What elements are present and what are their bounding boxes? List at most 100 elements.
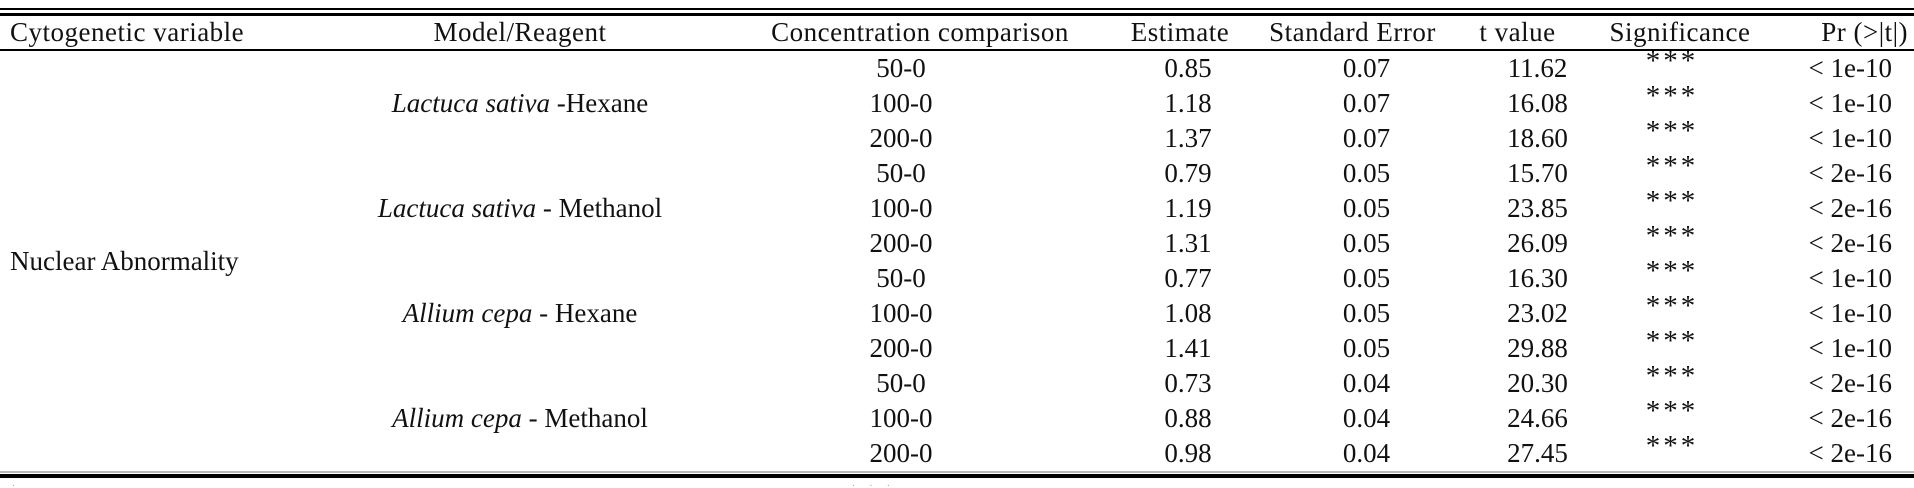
- table-row: 100-0 0.88 0.04 24.66 *** < 2e-16: [0, 395, 1914, 436]
- comparison-cell: 50-0: [876, 53, 926, 83]
- pr-cell: < 2e-16: [1808, 228, 1892, 258]
- comparison-cell: 50-0: [876, 158, 926, 188]
- comparison-cell: 100-0: [869, 193, 933, 223]
- comparison-cell: 200-0: [869, 228, 933, 258]
- pr-cell: < 2e-16: [1808, 403, 1892, 433]
- estimate-cell: 0.85: [1164, 53, 1212, 83]
- model-reagent: - Methanol: [521, 403, 648, 433]
- estimate-cell: 0.79: [1164, 158, 1212, 188]
- tvalue-cell: 26.09: [1507, 228, 1568, 258]
- col-header-t-value: t value: [1445, 16, 1590, 51]
- estimate-cell: 1.41: [1164, 333, 1212, 363]
- tvalue-cell: 16.30: [1507, 263, 1568, 293]
- estimate-cell: 1.19: [1164, 193, 1212, 223]
- col-header-significance: Significance: [1590, 16, 1770, 51]
- stderr-cell: 0.04: [1342, 438, 1391, 468]
- top-double-rule: [0, 8, 1914, 16]
- significance-cell: ***: [1645, 185, 1699, 217]
- pr-cell: < 2e-16: [1808, 438, 1892, 468]
- estimate-cell: 1.37: [1164, 123, 1212, 153]
- tvalue-cell: 15.70: [1507, 158, 1568, 188]
- col-header-cytogenetic-variable: Cytogenetic variable: [0, 16, 300, 51]
- table-row: 200-0 1.41 0.05 29.88 *** < 1e-10: [0, 325, 1914, 366]
- col-header-estimate: Estimate: [1100, 16, 1260, 51]
- significance-cell: ***: [1645, 430, 1699, 462]
- table-row: 200-0 1.37 0.07 18.60 *** < 1e-10: [0, 115, 1914, 156]
- tvalue-cell: 23.85: [1507, 193, 1568, 223]
- comparison-cell: 100-0: [869, 298, 933, 328]
- model-cell: Lactuca sativa - Methanol: [300, 156, 740, 261]
- significance-cell: ***: [1645, 325, 1699, 357]
- col-header-pr: Pr (>|t|): [1770, 16, 1914, 51]
- col-header-concentration-comparison: Concentration comparison: [740, 16, 1100, 51]
- table-row: Nuclear Abnormality Lactuca sativa -Hexa…: [0, 45, 1914, 276]
- stderr-cell: 0.05: [1342, 158, 1391, 188]
- pr-cell: < 2e-16: [1808, 368, 1892, 398]
- tvalue-cell: 20.30: [1507, 368, 1568, 398]
- stderr-cell: 0.04: [1342, 368, 1391, 398]
- estimate-cell: 0.98: [1164, 438, 1212, 468]
- tvalue-cell: 29.88: [1507, 333, 1568, 363]
- estimate-cell: 1.31: [1164, 228, 1212, 258]
- stderr-cell: 0.05: [1342, 333, 1391, 363]
- tvalue-cell: 24.66: [1507, 403, 1568, 433]
- pr-cell: < 1e-10: [1808, 53, 1892, 83]
- comparison-cell: 100-0: [869, 88, 933, 118]
- significance-cell: ***: [1645, 45, 1699, 77]
- model-species: Allium cepa: [392, 403, 522, 433]
- table-row: Lactuca sativa - Methanol 50-0 0.79 0.05…: [0, 152, 1914, 224]
- results-table: Cytogenetic variable Model/Reagent Conce…: [0, 16, 1914, 471]
- model-reagent: - Methanol: [536, 193, 663, 223]
- pr-cell: < 1e-10: [1808, 123, 1892, 153]
- tvalue-cell: 27.45: [1507, 438, 1568, 468]
- pr-cell: < 1e-10: [1808, 333, 1892, 363]
- table-row: 200-0 0.98 0.04 27.45 *** < 2e-16: [0, 430, 1914, 471]
- model-species: Lactuca sativa: [391, 88, 551, 118]
- table-row: 100-0 1.19 0.05 23.85 *** < 2e-16: [0, 185, 1914, 226]
- tvalue-cell: 16.08: [1507, 88, 1568, 118]
- comparison-cell: 50-0: [876, 368, 926, 398]
- pr-cell: < 2e-16: [1808, 193, 1892, 223]
- model-species: Allium cepa: [402, 298, 533, 328]
- significance-cell: ***: [1645, 360, 1699, 392]
- model-reagent: - Hexane: [532, 298, 638, 328]
- model-cell: Allium cepa - Hexane: [300, 261, 740, 366]
- table-header-row: Cytogenetic variable Model/Reagent Conce…: [0, 16, 1914, 51]
- tvalue-cell: 18.60: [1507, 123, 1568, 153]
- stderr-cell: 0.05: [1342, 298, 1391, 328]
- comparison-cell: 200-0: [869, 438, 933, 468]
- stderr-cell: 0.07: [1342, 88, 1391, 118]
- footnote-fragment-center: . . .: [852, 481, 896, 486]
- stderr-cell: 0.07: [1342, 53, 1391, 83]
- model-reagent: -Hexane: [550, 88, 649, 118]
- stderr-cell: 0.05: [1342, 228, 1391, 258]
- footnote-fragment-left: .: [12, 481, 15, 486]
- bottom-rule: [0, 471, 1914, 478]
- col-header-model-reagent: Model/Reagent: [300, 16, 740, 51]
- pr-cell: < 1e-10: [1808, 263, 1892, 293]
- tvalue-cell: 23.02: [1507, 298, 1568, 328]
- significance-cell: ***: [1645, 290, 1699, 322]
- significance-cell: ***: [1645, 395, 1699, 427]
- table-row: 100-0 1.18 0.07 16.08 *** < 1e-10: [0, 80, 1914, 121]
- tvalue-cell: 11.62: [1507, 53, 1568, 83]
- col-header-standard-error: Standard Error: [1260, 16, 1445, 51]
- estimate-cell: 0.77: [1164, 263, 1212, 293]
- model-cell: Allium cepa - Methanol: [300, 366, 740, 471]
- table-row: 200-0 1.31 0.05 26.09 *** < 2e-16: [0, 222, 1914, 261]
- variable-cell: Nuclear Abnormality: [10, 245, 239, 276]
- significance-cell: ***: [1645, 255, 1699, 287]
- pr-cell: < 1e-10: [1808, 298, 1892, 328]
- comparison-cell: 100-0: [869, 403, 933, 433]
- significance-cell: ***: [1645, 115, 1699, 147]
- estimate-cell: 0.88: [1164, 403, 1212, 433]
- pr-cell: < 2e-16: [1808, 158, 1892, 188]
- comparison-cell: 200-0: [869, 123, 933, 153]
- comparison-cell: 50-0: [876, 263, 926, 293]
- pr-cell: < 1e-10: [1808, 88, 1892, 118]
- significance-cell: ***: [1645, 80, 1699, 112]
- stderr-cell: 0.05: [1342, 263, 1391, 293]
- table-row: Allium cepa - Methanol 50-0 0.73 0.04 20…: [0, 360, 1914, 434]
- model-species: Lactuca sativa: [377, 193, 537, 223]
